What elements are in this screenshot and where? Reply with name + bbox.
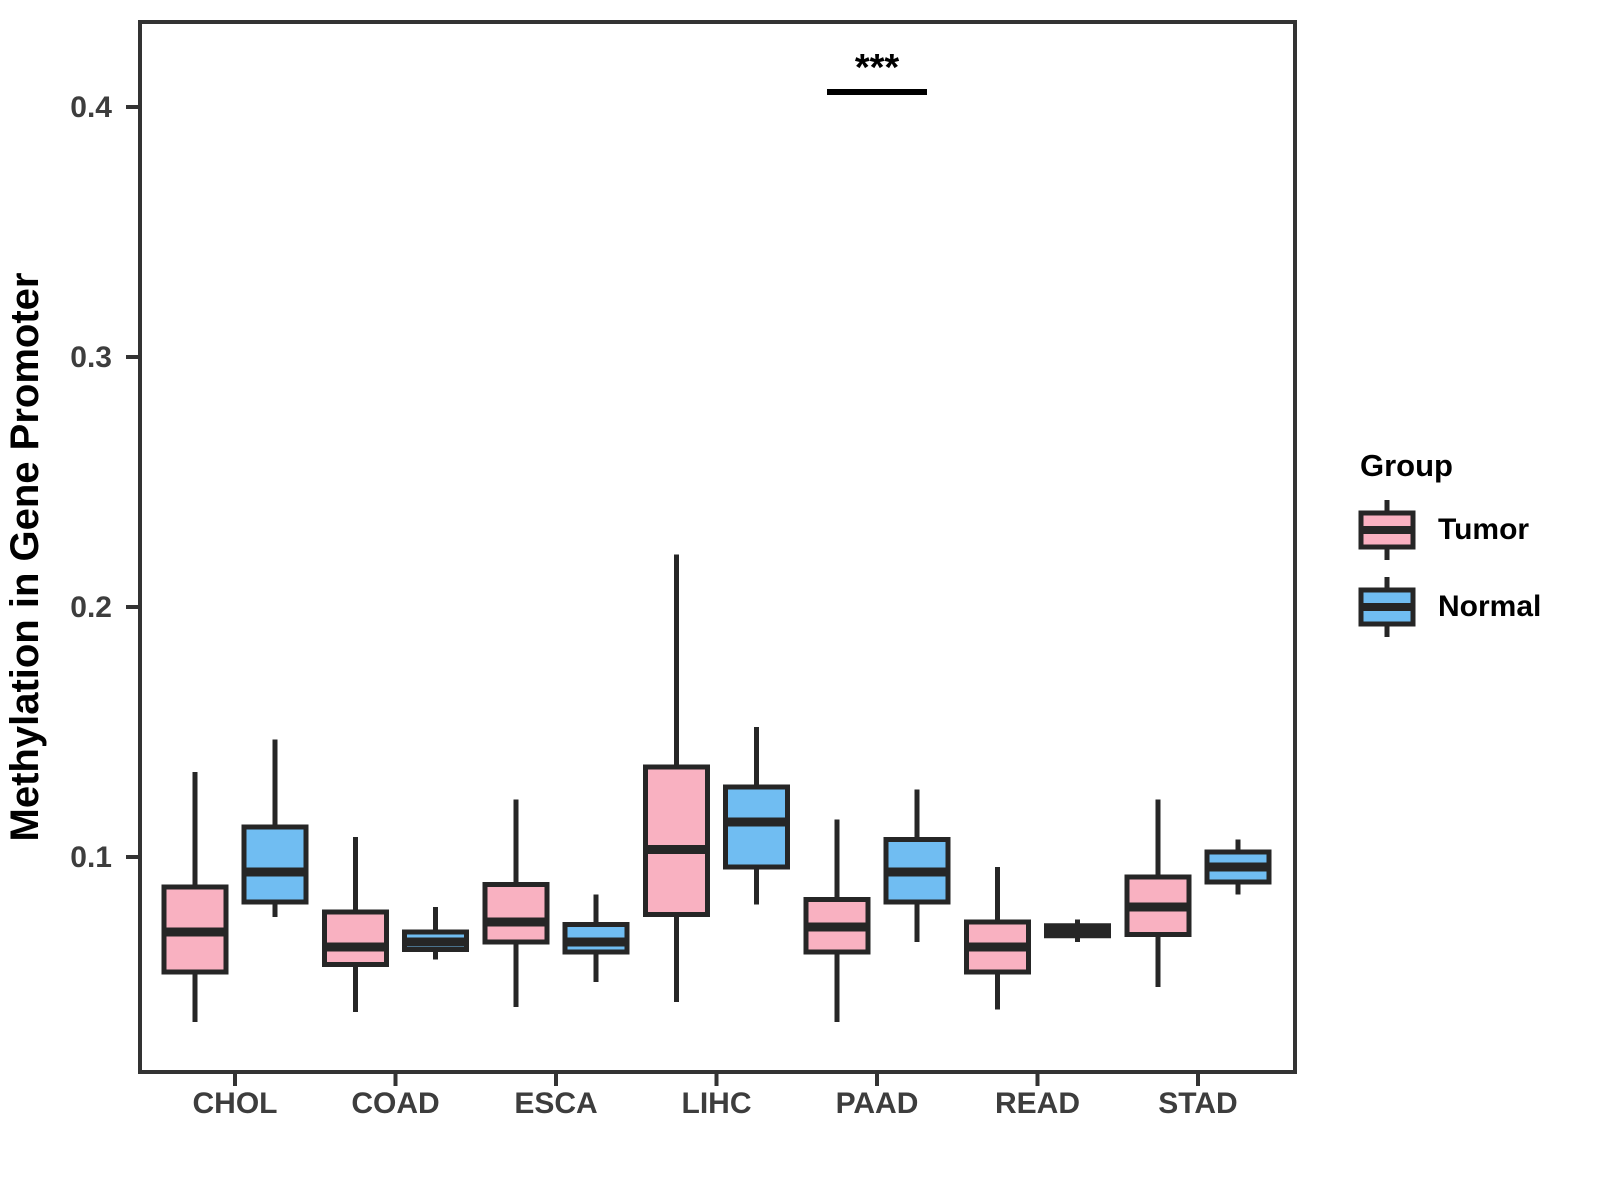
legend-item-normal: Normal xyxy=(1358,575,1588,639)
legend-key-boxplot-icon xyxy=(1358,500,1416,560)
significance-stars: *** xyxy=(855,47,900,89)
iqr-box xyxy=(643,764,710,917)
box-CHOL-Normal xyxy=(241,739,309,917)
box-PAAD-Normal xyxy=(883,789,951,942)
y-tick-label: 0.3 xyxy=(70,341,112,374)
box-CHOL-Tumor xyxy=(161,772,229,1022)
box-ESCA-Tumor xyxy=(482,799,550,1007)
x-tick-label: READ xyxy=(995,1087,1080,1120)
box-LIHC-Normal xyxy=(723,727,790,905)
x-tick-label: STAD xyxy=(1158,1087,1237,1120)
y-tick-label: 0.1 xyxy=(70,841,112,874)
box-ESCA-Normal xyxy=(562,894,630,982)
box-LIHC-Tumor xyxy=(643,554,710,1002)
box-STAD-Tumor xyxy=(1124,799,1192,987)
iqr-box xyxy=(482,882,550,945)
legend-title: Group xyxy=(1360,448,1453,483)
x-tick-label: COAD xyxy=(351,1087,439,1120)
x-tick-label: CHOL xyxy=(193,1087,278,1120)
legend-item-tumor: Tumor xyxy=(1358,498,1588,562)
panel-border xyxy=(138,20,1297,1074)
y-axis-title: Methylation in Gene Promoter xyxy=(3,273,47,842)
boxplot-boxes xyxy=(161,554,1272,1022)
y-tick-label: 0.4 xyxy=(70,91,112,124)
box-COAD-Normal xyxy=(402,907,469,960)
x-tick-label: ESCA xyxy=(514,1087,597,1120)
x-tick-label: PAAD xyxy=(836,1087,919,1120)
legend-items: Tumor Normal xyxy=(1358,498,1588,639)
iqr-box xyxy=(723,784,790,870)
y-tick-label: 0.2 xyxy=(70,591,112,624)
iqr-box xyxy=(241,824,309,905)
box-STAD-Normal xyxy=(1204,839,1272,895)
legend-item-label: Tumor xyxy=(1438,513,1530,546)
box-PAAD-Tumor xyxy=(803,819,871,1022)
box-READ-Tumor xyxy=(964,867,1031,1010)
legend: Group Tumor Normal xyxy=(1358,448,1588,652)
legend-item-label: Normal xyxy=(1438,590,1542,623)
x-tick-label: LIHC xyxy=(682,1087,752,1120)
box-COAD-Tumor xyxy=(322,837,389,1012)
iqr-box xyxy=(322,909,389,967)
significance-annotation: *** xyxy=(827,47,927,95)
legend-key-boxplot-icon xyxy=(1358,577,1416,637)
box-READ-Normal xyxy=(1044,919,1111,942)
axis-ticks: 0.1 0.2 0.3 0.4 CHOL COAD ESCA LIHC PAAD READ STAD xyxy=(70,91,1237,1120)
